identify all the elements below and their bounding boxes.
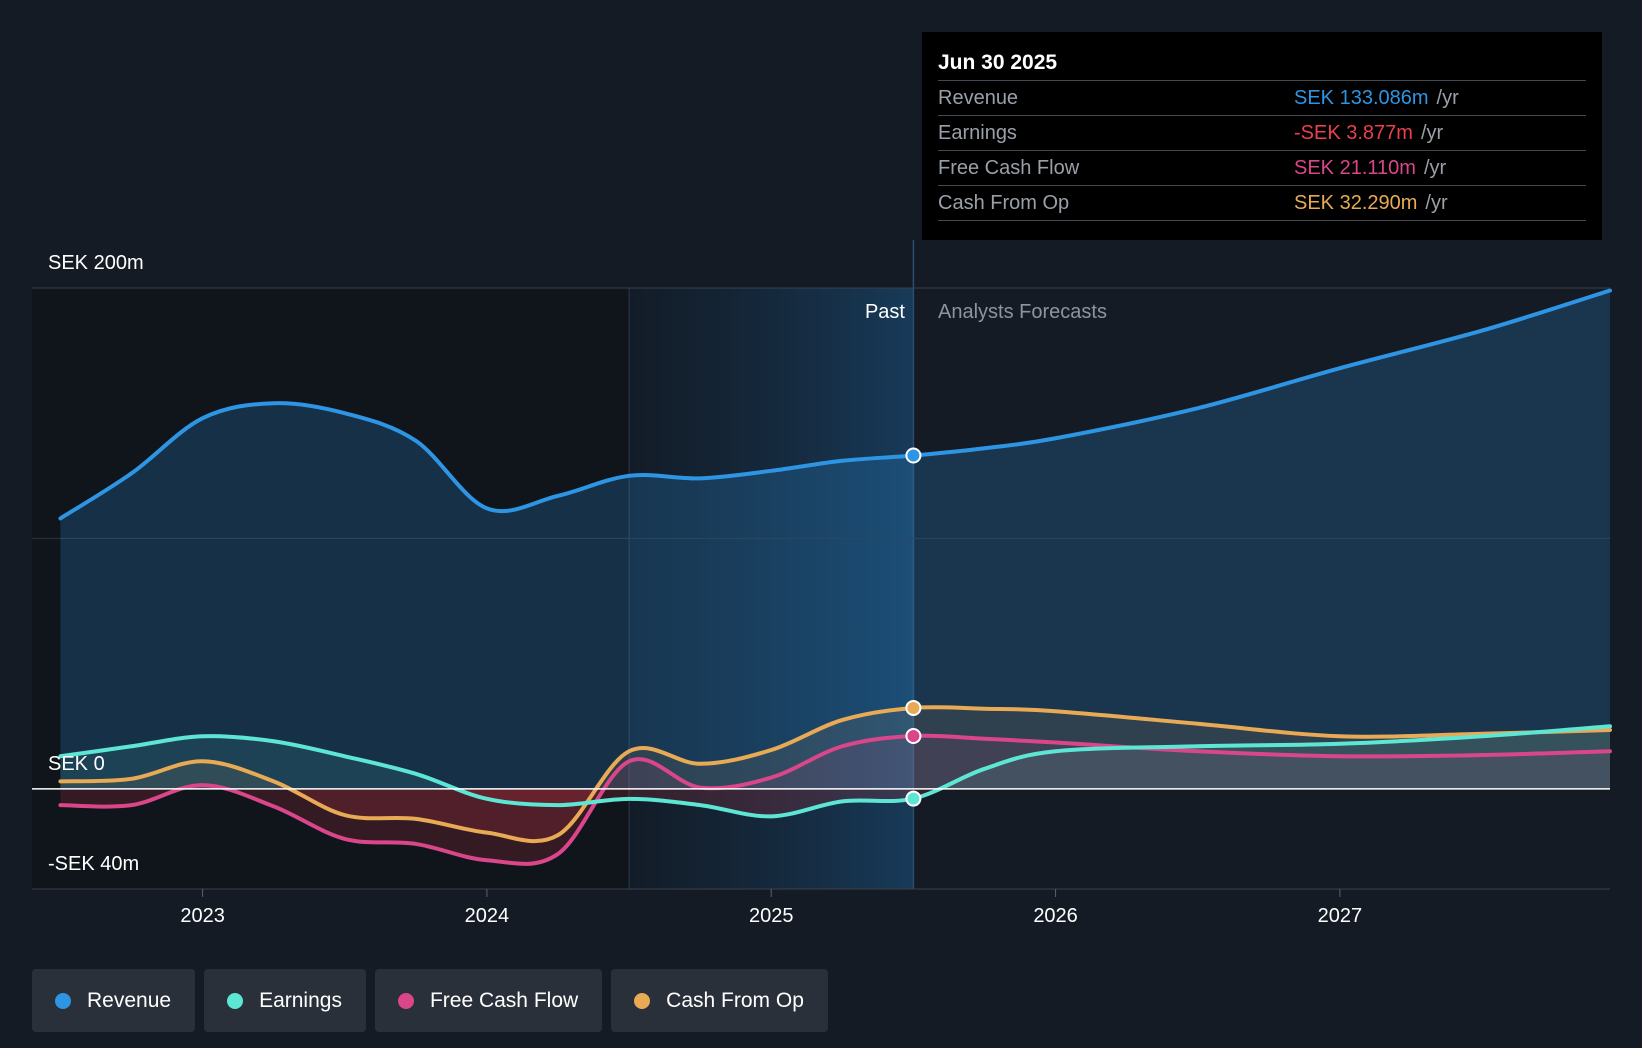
tooltip-unit: /yr xyxy=(1436,87,1459,109)
x-tick-label: 2023 xyxy=(180,905,225,927)
x-tick-label: 2025 xyxy=(749,905,794,927)
tooltip-unit: /yr xyxy=(1425,192,1448,214)
legend-item-cash-from-op[interactable]: Cash From Op xyxy=(611,969,828,1032)
x-tick-label: 2024 xyxy=(465,905,510,927)
x-tick-label: 2027 xyxy=(1318,905,1363,927)
line-revenue xyxy=(58,288,1612,521)
area-negative-free-cash-flow xyxy=(60,788,604,864)
area-negative-earnings xyxy=(455,788,941,817)
forecast-label: Analysts Forecasts xyxy=(938,301,1107,323)
area-earnings xyxy=(60,726,1610,789)
legend-label: Free Cash Flow xyxy=(429,988,579,1012)
legend-label: Cash From Op xyxy=(666,988,804,1012)
x-axis-ticks: 2023 2024 2025 2026 2027 xyxy=(180,889,1362,927)
legend-dot-icon xyxy=(634,992,651,1009)
tooltip-row-free-cash-flow: Free Cash Flow SEK 21.110m /yr xyxy=(938,151,1586,186)
tooltip-date: Jun 30 2025 xyxy=(938,46,1586,81)
tooltip-panel: Jun 30 2025 Revenue SEK 133.086m /yr Ear… xyxy=(922,32,1602,240)
tooltip-unit: /yr xyxy=(1420,122,1444,144)
legend-dot-icon xyxy=(227,992,244,1009)
area-revenue xyxy=(60,290,1611,789)
area-free-cash-flow xyxy=(60,735,1610,789)
legend-label: Earnings xyxy=(259,988,342,1012)
marker-revenue xyxy=(905,447,922,464)
tooltip-value: SEK 21.110m xyxy=(1294,157,1416,179)
x-tick-label: 2026 xyxy=(1033,905,1078,927)
line-free-cash-flow xyxy=(58,733,1612,866)
marker-cash-from-op xyxy=(905,699,922,716)
legend-item-earnings[interactable]: Earnings xyxy=(204,969,366,1032)
tooltip-label: Cash From Op xyxy=(938,192,1070,214)
legend-label: Revenue xyxy=(87,988,172,1012)
tooltip-unit: /yr xyxy=(1423,157,1447,179)
tooltip-label: Free Cash Flow xyxy=(938,157,1080,179)
tooltip-row-revenue: Revenue SEK 133.086m /yr xyxy=(938,81,1586,116)
legend-dot-icon xyxy=(397,992,414,1009)
tooltip-row-cash-from-op: Cash From Op SEK 32.290m /yr xyxy=(938,186,1586,221)
legend-item-revenue[interactable]: Revenue xyxy=(32,969,196,1032)
tooltip-label: Revenue xyxy=(938,87,1019,109)
marker-free-cash-flow xyxy=(905,727,922,744)
y-tick-top: SEK 200m xyxy=(48,252,144,274)
tooltip-value: SEK 133.086m xyxy=(1294,87,1429,109)
chart-lines xyxy=(32,288,1612,866)
line-cash-from-op xyxy=(58,705,1612,844)
y-tick-zero: SEK 0 xyxy=(48,753,105,775)
y-tick-bottom: -SEK 40m xyxy=(48,853,140,875)
marker-earnings xyxy=(905,790,922,807)
tooltip-value: SEK 32.290m xyxy=(1294,192,1418,214)
tooltip-label: Earnings xyxy=(938,122,1017,144)
legend-item-free-cash-flow[interactable]: Free Cash Flow xyxy=(374,969,603,1032)
chart-gridlines xyxy=(32,287,1610,890)
legend-dot-icon xyxy=(55,992,71,1009)
past-label: Past xyxy=(864,301,905,323)
line-earnings xyxy=(58,724,1612,819)
tooltip-value: -SEK 3.877m xyxy=(1294,122,1413,144)
tooltip-row-earnings: Earnings -SEK 3.877m /yr xyxy=(938,116,1586,151)
chart-markers xyxy=(905,447,922,807)
legend: Revenue Earnings Free Cash Flow Cash Fro… xyxy=(32,969,828,1032)
